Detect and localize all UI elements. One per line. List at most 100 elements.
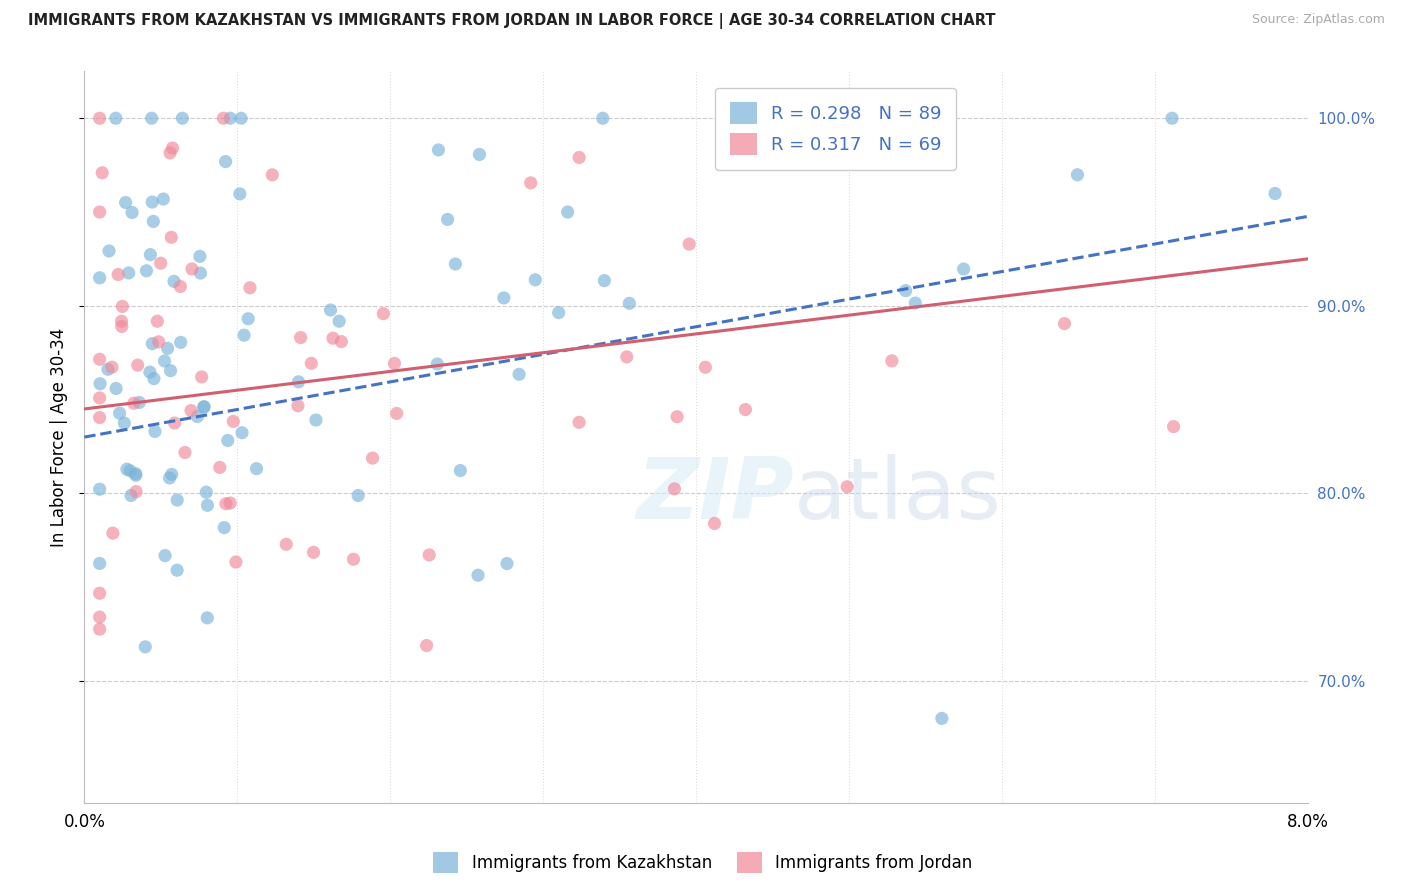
Point <box>328 314 350 328</box>
Point <box>148 334 170 349</box>
Point <box>666 409 689 424</box>
Point <box>89 391 111 405</box>
Point <box>89 410 111 425</box>
Point <box>262 168 284 182</box>
Point <box>170 335 193 350</box>
Point <box>299 356 322 370</box>
Point <box>322 331 344 345</box>
Point <box>125 484 148 499</box>
Point <box>496 557 519 571</box>
Point <box>467 568 489 582</box>
Point <box>568 415 591 429</box>
Point <box>415 639 437 653</box>
Point <box>238 311 260 326</box>
Point <box>215 497 238 511</box>
Point <box>547 305 569 319</box>
Point <box>101 360 124 375</box>
Point <box>519 176 541 190</box>
Point <box>664 482 686 496</box>
Point <box>139 365 162 379</box>
Point <box>174 445 197 459</box>
Point <box>89 610 111 624</box>
Point <box>449 464 471 478</box>
Text: atlas: atlas <box>794 454 1002 537</box>
Point <box>163 274 186 288</box>
Point <box>703 516 725 531</box>
Point <box>139 247 162 261</box>
Point <box>114 195 136 210</box>
Point <box>302 545 325 559</box>
Point <box>287 399 309 413</box>
Point <box>508 368 530 382</box>
Point <box>212 112 235 126</box>
Point <box>160 230 183 244</box>
Legend: Immigrants from Kazakhstan, Immigrants from Jordan: Immigrants from Kazakhstan, Immigrants f… <box>427 846 979 880</box>
Point <box>245 461 267 475</box>
Point <box>152 192 174 206</box>
Point <box>468 147 491 161</box>
Point <box>276 537 298 551</box>
Point <box>347 489 370 503</box>
Point <box>166 493 188 508</box>
Point <box>97 362 120 376</box>
Point <box>159 145 181 160</box>
Point <box>233 328 256 343</box>
Point <box>444 257 467 271</box>
Point <box>135 264 157 278</box>
Point <box>568 151 591 165</box>
Point <box>134 640 156 654</box>
Point <box>89 112 111 126</box>
Text: Source: ZipAtlas.com: Source: ZipAtlas.com <box>1251 13 1385 27</box>
Point <box>1320 390 1343 404</box>
Point <box>111 319 134 334</box>
Point <box>188 249 211 263</box>
Point <box>225 555 247 569</box>
Point <box>91 166 114 180</box>
Point <box>1163 419 1185 434</box>
Point <box>287 375 309 389</box>
Point <box>162 141 184 155</box>
Point <box>125 468 148 483</box>
Point <box>127 358 149 372</box>
Point <box>180 403 202 417</box>
Point <box>229 186 252 201</box>
Point <box>118 266 141 280</box>
Point <box>1161 112 1184 126</box>
Point <box>160 467 183 482</box>
Point <box>142 371 165 385</box>
Point <box>101 526 124 541</box>
Point <box>142 214 165 228</box>
Y-axis label: In Labor Force | Age 30-34: In Labor Force | Age 30-34 <box>51 327 69 547</box>
Point <box>128 395 150 409</box>
Text: IMMIGRANTS FROM KAZAKHSTAN VS IMMIGRANTS FROM JORDAN IN LABOR FORCE | AGE 30-34 : IMMIGRANTS FROM KAZAKHSTAN VS IMMIGRANTS… <box>28 13 995 29</box>
Point <box>904 296 927 310</box>
Point <box>880 354 903 368</box>
Point <box>141 112 163 126</box>
Point <box>98 244 121 258</box>
Point <box>1264 186 1286 201</box>
Point <box>426 357 449 371</box>
Point <box>1066 168 1088 182</box>
Point <box>678 237 700 252</box>
Point <box>107 268 129 282</box>
Point <box>89 586 111 600</box>
Point <box>166 563 188 577</box>
Text: ZIP: ZIP <box>636 454 794 537</box>
Point <box>172 112 194 126</box>
Point <box>153 549 176 563</box>
Point <box>952 262 974 277</box>
Point <box>319 303 342 318</box>
Point <box>492 291 515 305</box>
Point <box>125 467 148 481</box>
Point <box>330 334 353 349</box>
Point <box>616 350 638 364</box>
Point <box>1053 317 1076 331</box>
Point <box>181 262 204 277</box>
Point <box>361 451 384 466</box>
Point <box>373 307 395 321</box>
Point <box>858 132 880 146</box>
Point <box>149 256 172 270</box>
Point <box>193 400 215 414</box>
Point <box>159 364 181 378</box>
Point <box>212 520 235 534</box>
